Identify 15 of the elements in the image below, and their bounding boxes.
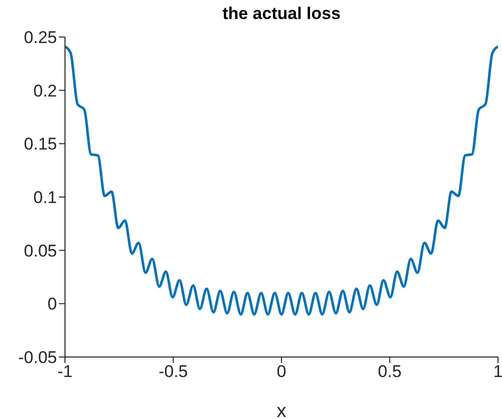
y-tick-label: 0.2	[33, 81, 57, 100]
x-tick-label: -0.5	[158, 362, 188, 382]
x-tick-label: -1	[57, 362, 73, 382]
y-tick-label: 0.05	[24, 241, 57, 260]
y-tick-label: 0.25	[24, 28, 57, 48]
x-tick-label: 0.5	[378, 362, 402, 382]
x-tick-label: 1	[493, 362, 502, 382]
line-series	[65, 45, 498, 316]
chart-title: the actual loss	[221, 4, 342, 24]
x-axis-title: x	[276, 401, 287, 419]
x-tick-label: 0	[276, 362, 286, 382]
y-tick-label: 0.15	[24, 134, 57, 154]
y-tick-label: 0	[48, 294, 57, 314]
y-tick-label: -0.05	[18, 348, 57, 368]
y-tick-label: 0.1	[33, 188, 57, 208]
